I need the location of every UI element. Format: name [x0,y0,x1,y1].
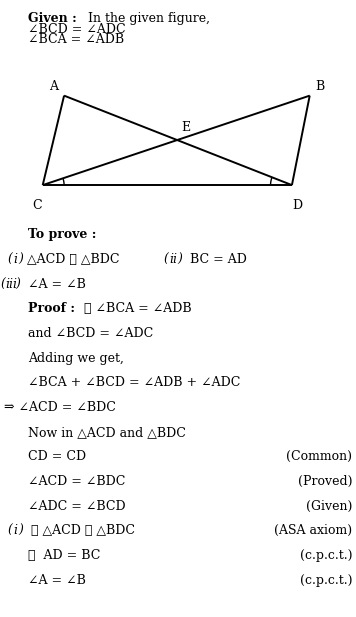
Text: △ACD ≅ △BDC: △ACD ≅ △BDC [23,253,120,266]
Text: i: i [13,524,17,537]
Text: ∠BCD = ∠ADC: ∠BCD = ∠ADC [28,23,126,36]
Text: ∠ADC = ∠BCD: ∠ADC = ∠BCD [28,500,126,513]
Text: ): ) [177,253,182,266]
Text: Adding we get,: Adding we get, [28,352,124,365]
Text: ii: ii [169,253,177,266]
Text: BC = AD: BC = AD [182,253,247,266]
Text: (c.p.c.t.): (c.p.c.t.) [300,574,352,587]
Text: ): ) [15,278,20,291]
Text: Proof :: Proof : [28,302,75,315]
Text: ∠ACD = ∠BDC: ∠ACD = ∠BDC [28,475,126,488]
Text: (: ( [7,253,12,266]
Text: CD = CD: CD = CD [28,450,87,463]
Text: ∴  AD = BC: ∴ AD = BC [28,549,101,562]
Text: To prove :: To prove : [28,228,97,241]
Text: ⇒ ∠ACD = ∠BDC: ⇒ ∠ACD = ∠BDC [4,401,115,414]
Text: (: ( [7,524,12,537]
Text: (: ( [1,278,6,291]
Text: (Given): (Given) [306,500,352,513]
Text: Now in △ACD and △BDC: Now in △ACD and △BDC [28,426,186,439]
Text: ∠A = ∠B: ∠A = ∠B [28,574,87,587]
Text: C: C [32,199,42,212]
Text: Given :: Given : [28,12,77,25]
Text: B: B [316,80,325,93]
Text: iii: iii [5,278,17,291]
Text: i: i [13,253,17,266]
Text: ∴ △ACD ≅ △BDC: ∴ △ACD ≅ △BDC [23,524,135,537]
Text: In the given figure,: In the given figure, [84,12,210,25]
Text: (ASA axiom): (ASA axiom) [274,524,352,537]
Text: ∠BCA = ∠ADB: ∠BCA = ∠ADB [28,33,125,46]
Text: (Common): (Common) [287,450,352,463]
Text: ): ) [18,524,23,537]
Text: (c.p.c.t.): (c.p.c.t.) [300,549,352,562]
Text: D: D [292,199,302,212]
Text: (Proved): (Proved) [298,475,352,488]
Text: ): ) [18,253,23,266]
Text: A: A [49,80,58,93]
Text: ∵ ∠BCA = ∠ADB: ∵ ∠BCA = ∠ADB [80,302,192,315]
Text: and ∠BCD = ∠ADC: and ∠BCD = ∠ADC [28,327,154,340]
Text: E: E [182,121,191,134]
Text: (: ( [164,253,169,266]
Text: ∠A = ∠B: ∠A = ∠B [20,278,86,291]
Text: ∠BCA + ∠BCD = ∠ADB + ∠ADC: ∠BCA + ∠BCD = ∠ADB + ∠ADC [28,376,241,389]
